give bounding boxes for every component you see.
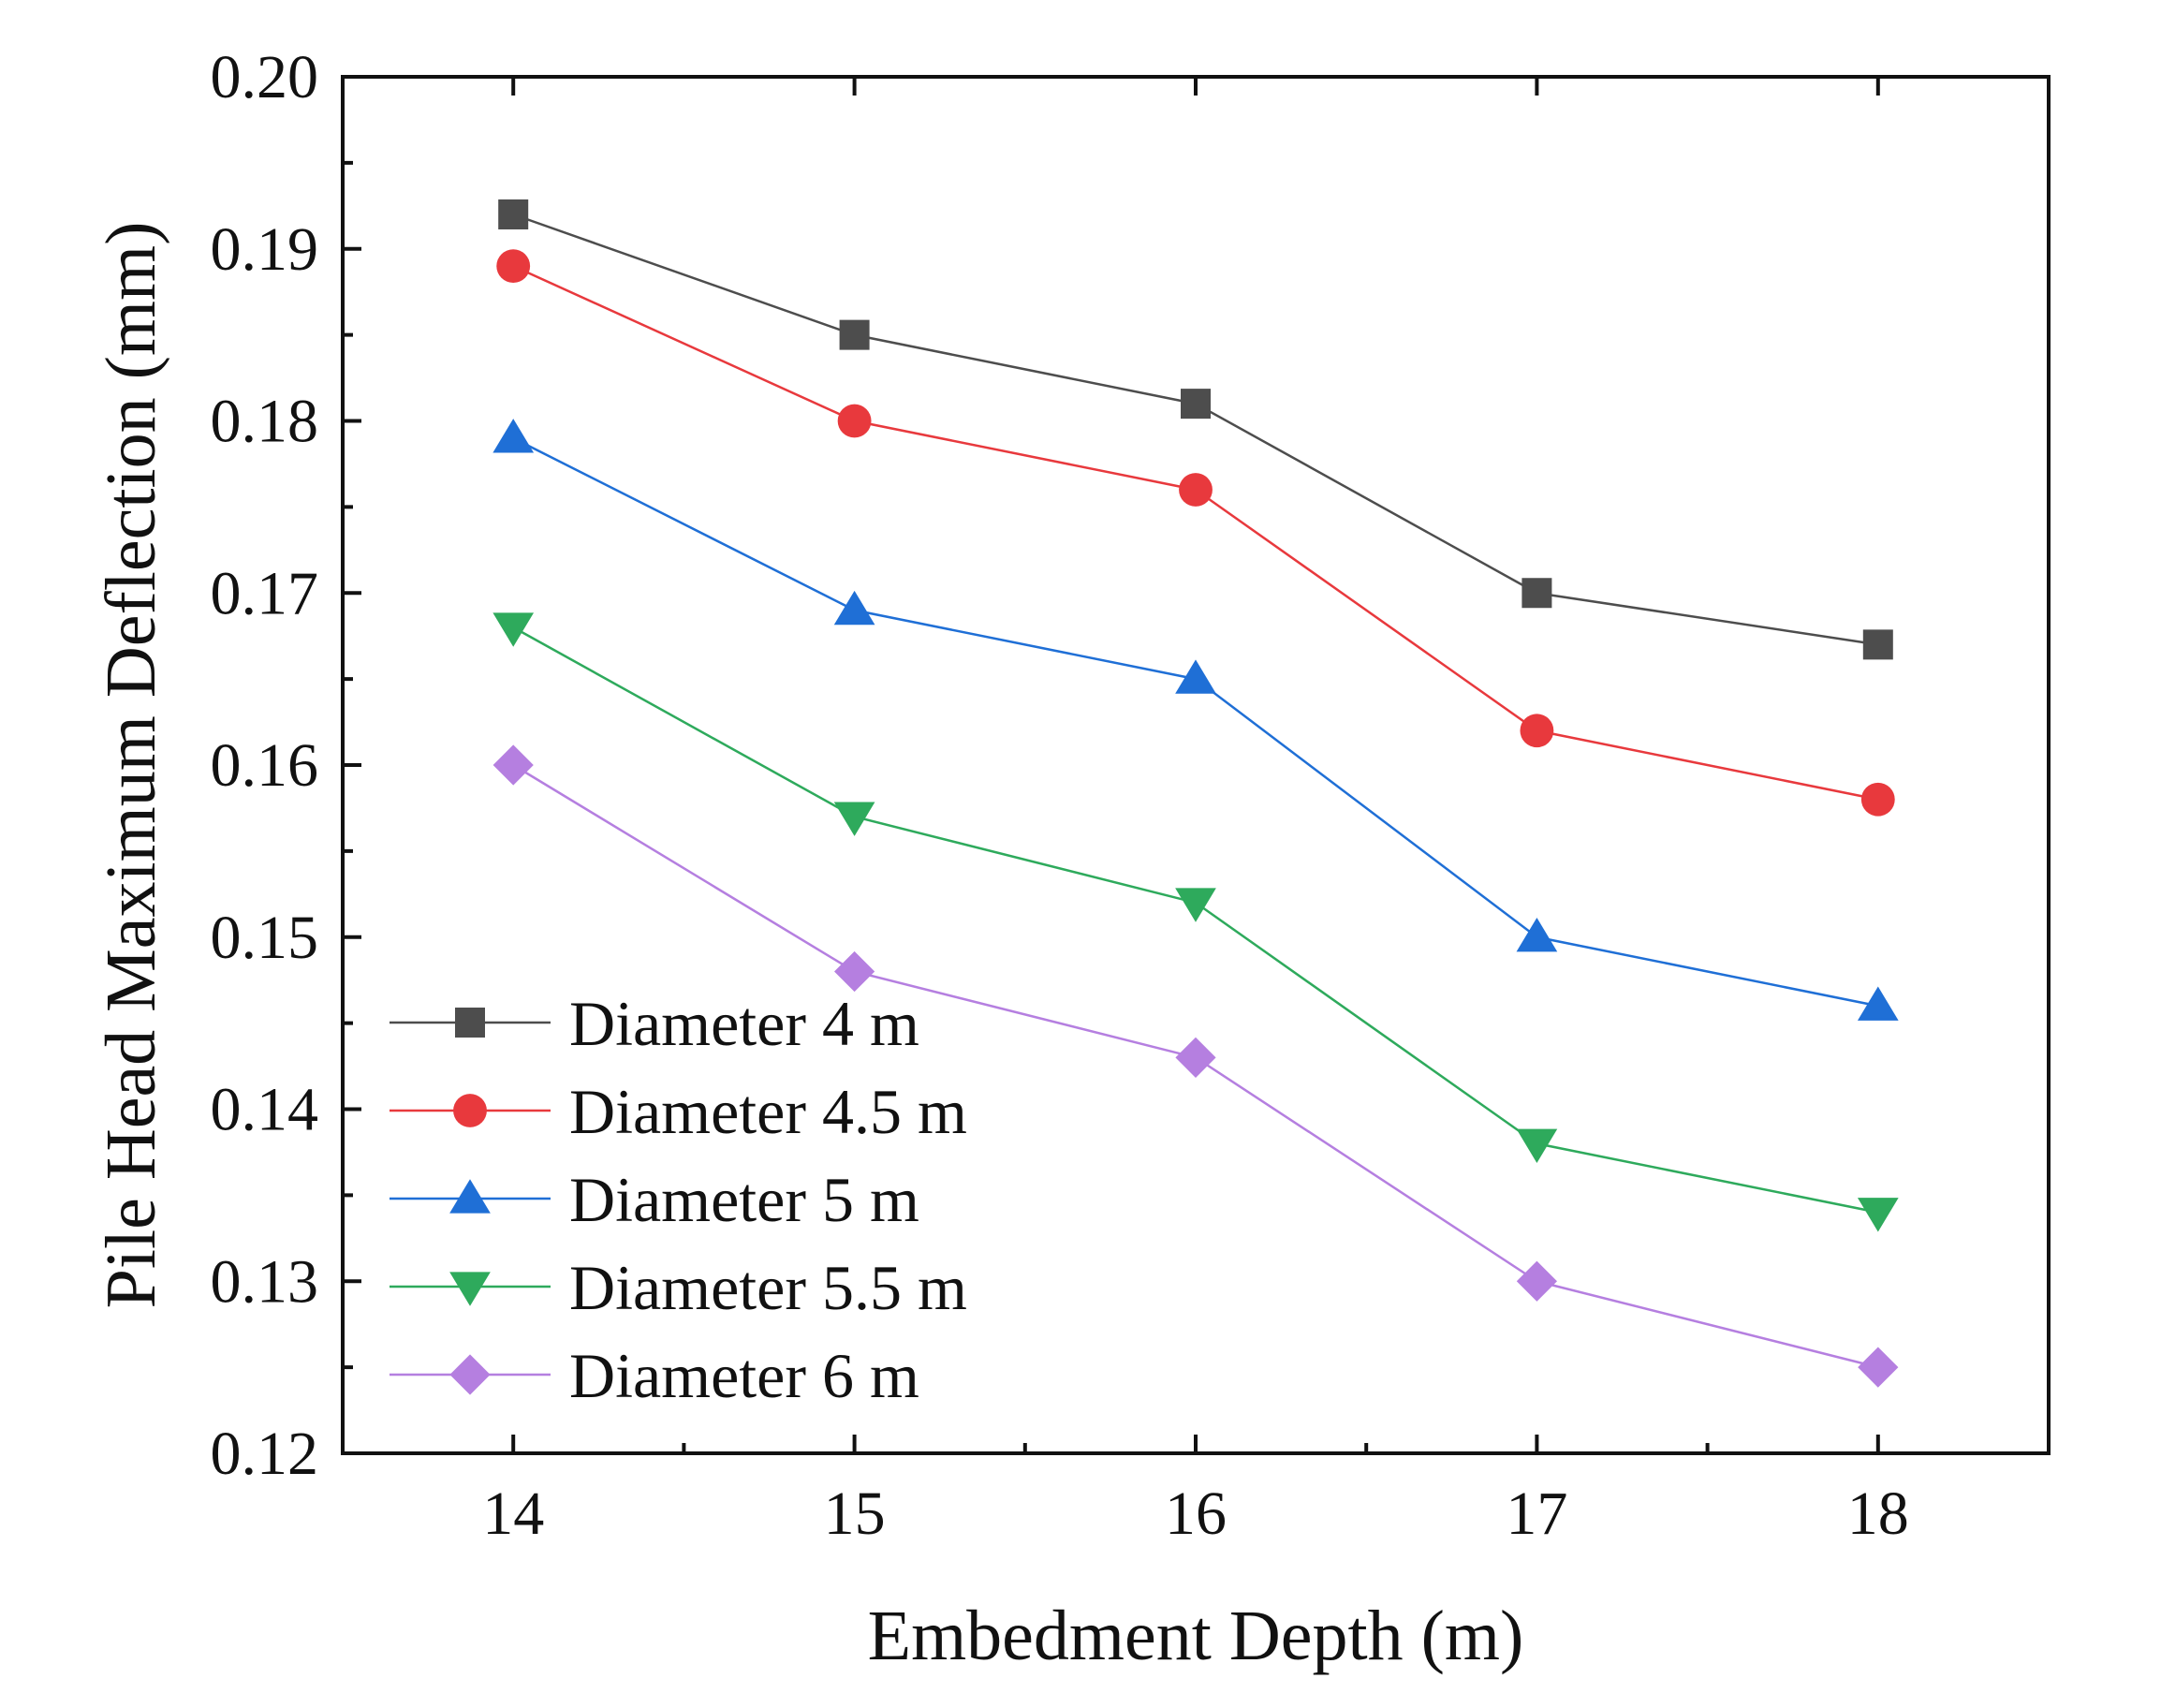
legend-marker [449, 1354, 491, 1395]
y-tick-label: 0.19 [211, 215, 319, 284]
legend: Diameter 4 m Diameter 4.5 m Diameter 5 m Di… [390, 988, 967, 1411]
series-line [512, 213, 1878, 646]
legend-item: Diameter 4 m [390, 988, 919, 1059]
data-point [1860, 782, 1895, 817]
data-point [833, 590, 875, 626]
x-tick-label: 18 [1847, 1480, 1909, 1548]
data-point [1181, 389, 1211, 420]
data-point [492, 419, 535, 453]
x-tick-label: 14 [482, 1480, 544, 1548]
data-point [492, 612, 535, 647]
y-axis-title: Pile Head Maximum Deflection (mm) [92, 222, 170, 1309]
legend-label: Diameter 4 m [569, 988, 919, 1059]
data-point [1175, 888, 1216, 922]
plot-frame [341, 75, 2051, 1455]
series-layer [492, 199, 1899, 1388]
data-point [496, 249, 531, 284]
legend-item: Diameter 6 m [390, 1340, 919, 1411]
x-axis-ticks: 14 15 16 17 18 [482, 77, 1909, 1548]
data-point [837, 404, 872, 438]
series-4 [492, 612, 1899, 1232]
legend-label: Diameter 4.5 m [569, 1076, 967, 1147]
data-point [1175, 1037, 1216, 1078]
legend-marker [455, 1008, 485, 1038]
data-point [1175, 659, 1216, 694]
x-axis-title: Embedment Depth (m) [868, 1597, 1524, 1675]
legend-label: Diameter 6 m [569, 1340, 919, 1411]
x-tick-label: 17 [1506, 1480, 1567, 1548]
data-point [1516, 1260, 1557, 1302]
data-point [1516, 917, 1558, 952]
y-tick-label: 0.20 [211, 43, 319, 111]
legend-marker [449, 1179, 491, 1214]
series-1 [498, 199, 1893, 660]
series-2 [496, 249, 1895, 817]
data-point [1179, 473, 1213, 507]
y-tick-label: 0.16 [211, 731, 319, 800]
y-tick-label: 0.14 [211, 1076, 319, 1144]
data-point [834, 950, 875, 993]
y-tick-label: 0.18 [211, 388, 319, 456]
legend-item: Diameter 4.5 m [390, 1076, 967, 1147]
y-tick-label: 0.12 [211, 1420, 319, 1488]
data-point [492, 744, 534, 786]
legend-label: Diameter 5 m [569, 1164, 919, 1235]
data-point [1516, 1128, 1558, 1164]
legend-marker [453, 1094, 487, 1127]
y-tick-label: 0.13 [211, 1247, 319, 1316]
series-5 [492, 744, 1899, 1388]
data-point [1522, 578, 1552, 609]
legend-label: Diameter 5.5 m [569, 1252, 967, 1323]
data-point [1857, 986, 1899, 1021]
data-point [498, 199, 529, 229]
y-axis-ticks: 0.12 0.13 0.14 0.15 0.16 0.17 0.18 0.19 0.20 [211, 43, 361, 1488]
legend-item: Diameter 5.5 m [390, 1252, 967, 1323]
y-tick-label: 0.17 [211, 559, 319, 627]
data-point [839, 319, 870, 350]
series-line [512, 264, 1879, 801]
x-tick-label: 15 [824, 1480, 886, 1548]
data-point [1857, 1198, 1899, 1232]
legend-item: Diameter 5 m [390, 1164, 919, 1235]
x-tick-label: 16 [1165, 1480, 1227, 1548]
data-point [1858, 1347, 1899, 1388]
y-tick-label: 0.15 [211, 904, 319, 972]
data-point [1520, 714, 1554, 748]
legend-marker [449, 1272, 491, 1306]
series-3 [492, 419, 1899, 1021]
data-point [833, 802, 875, 836]
data-point [1862, 629, 1893, 660]
